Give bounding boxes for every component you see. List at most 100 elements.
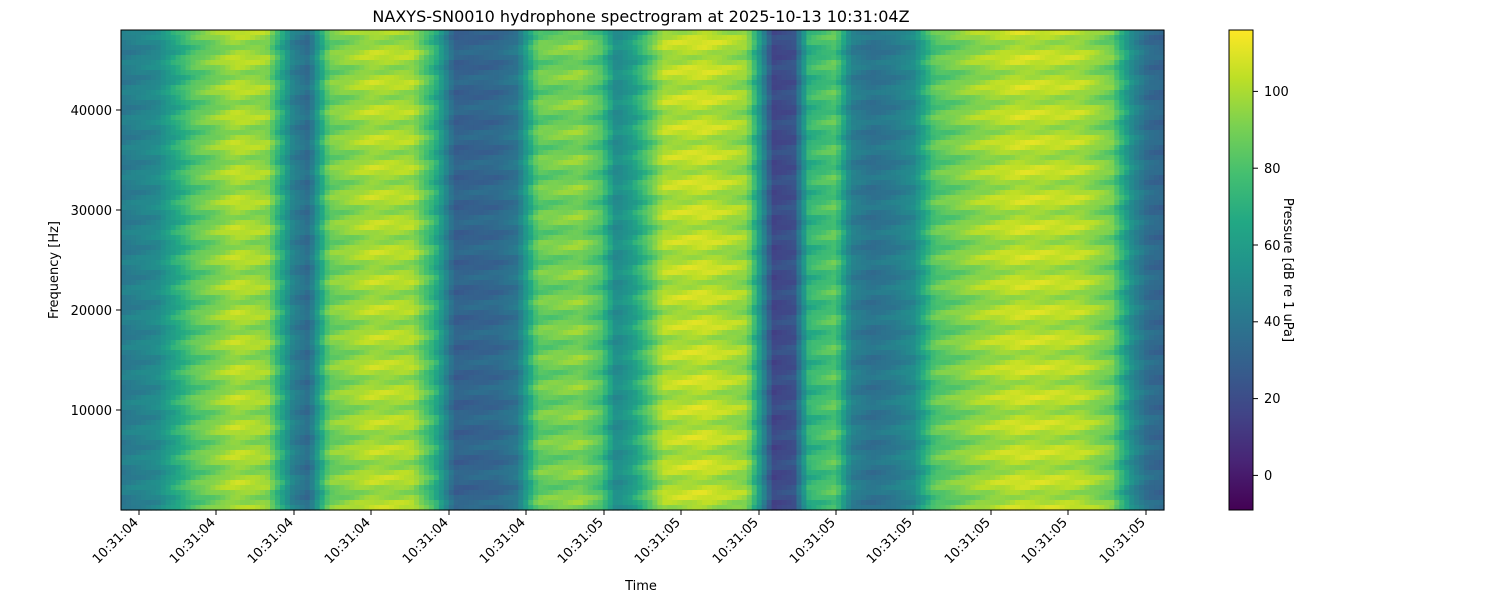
heatmap-cell bbox=[136, 40, 142, 46]
heatmap-cell bbox=[181, 395, 187, 401]
heatmap-cell bbox=[131, 180, 137, 186]
heatmap-cell bbox=[364, 190, 370, 196]
heatmap-cell bbox=[186, 105, 192, 111]
heatmap-cell bbox=[146, 235, 152, 241]
heatmap-cell bbox=[191, 310, 197, 316]
heatmap-cell bbox=[126, 340, 132, 346]
heatmap-cell bbox=[359, 330, 365, 336]
heatmap-cell bbox=[340, 410, 346, 416]
heatmap-cell bbox=[171, 495, 177, 501]
heatmap-cell bbox=[320, 435, 326, 441]
heatmap-cell bbox=[354, 160, 360, 166]
heatmap-cell bbox=[265, 200, 271, 206]
heatmap-cell bbox=[330, 70, 336, 76]
heatmap-cell bbox=[295, 265, 301, 271]
heatmap-cell bbox=[260, 150, 266, 156]
heatmap-cell bbox=[200, 260, 206, 266]
heatmap-cell bbox=[374, 225, 380, 231]
heatmap-cell bbox=[349, 240, 355, 246]
heatmap-cell bbox=[305, 185, 311, 191]
heatmap-cell bbox=[121, 305, 127, 311]
heatmap-cell bbox=[181, 465, 187, 471]
heatmap-cell bbox=[240, 160, 246, 166]
heatmap-cell bbox=[196, 245, 202, 251]
heatmap-cell bbox=[230, 210, 236, 216]
heatmap-cell bbox=[280, 330, 286, 336]
heatmap-cell bbox=[290, 160, 296, 166]
heatmap-cell bbox=[151, 355, 157, 361]
heatmap-cell bbox=[280, 240, 286, 246]
heatmap-cell bbox=[335, 170, 341, 176]
heatmap-cell bbox=[225, 250, 231, 256]
heatmap-cell bbox=[354, 410, 360, 416]
heatmap-cell bbox=[235, 245, 241, 251]
heatmap-cell bbox=[290, 195, 296, 201]
heatmap-cell bbox=[305, 150, 311, 156]
heatmap-cell bbox=[349, 500, 355, 506]
heatmap-cell bbox=[280, 295, 286, 301]
heatmap-cell bbox=[146, 390, 152, 396]
heatmap-cell bbox=[285, 115, 291, 121]
heatmap-cell bbox=[245, 405, 251, 411]
heatmap-cell bbox=[354, 400, 360, 406]
heatmap-cell bbox=[245, 220, 251, 226]
heatmap-cell bbox=[315, 465, 321, 471]
heatmap-cell bbox=[210, 220, 216, 226]
heatmap-cell bbox=[146, 155, 152, 161]
heatmap-cell bbox=[126, 30, 132, 36]
heatmap-cell bbox=[225, 270, 231, 276]
heatmap-cell bbox=[310, 495, 316, 501]
heatmap-cell bbox=[151, 340, 157, 346]
heatmap-cell bbox=[131, 260, 137, 266]
heatmap-cell bbox=[285, 425, 291, 431]
heatmap-cell bbox=[141, 145, 147, 151]
heatmap-cell bbox=[235, 60, 241, 66]
heatmap-cell bbox=[315, 260, 321, 266]
heatmap-cell bbox=[215, 105, 221, 111]
heatmap-cell bbox=[320, 425, 326, 431]
heatmap-cell bbox=[151, 175, 157, 181]
heatmap-cell bbox=[200, 55, 206, 61]
heatmap-cell bbox=[200, 65, 206, 71]
heatmap-cell bbox=[220, 230, 226, 236]
heatmap-cell bbox=[186, 485, 192, 491]
heatmap-cell bbox=[245, 40, 251, 46]
heatmap-cell bbox=[295, 420, 301, 426]
heatmap-cell bbox=[186, 405, 192, 411]
heatmap-cell bbox=[146, 205, 152, 211]
heatmap-cell bbox=[335, 290, 341, 296]
heatmap-cell bbox=[315, 375, 321, 381]
heatmap-cell bbox=[245, 425, 251, 431]
heatmap-cell bbox=[255, 405, 261, 411]
heatmap-cell bbox=[151, 80, 157, 86]
heatmap-cell bbox=[325, 220, 331, 226]
heatmap-cell bbox=[345, 490, 351, 496]
heatmap-cell bbox=[280, 395, 286, 401]
heatmap-cell bbox=[196, 40, 202, 46]
heatmap-cell bbox=[121, 275, 127, 281]
heatmap-cell bbox=[240, 395, 246, 401]
heatmap-cell bbox=[285, 485, 291, 491]
heatmap-cell bbox=[295, 475, 301, 481]
heatmap-cell bbox=[300, 145, 306, 151]
heatmap-cell bbox=[295, 445, 301, 451]
heatmap-cell bbox=[374, 130, 380, 136]
heatmap-cell bbox=[240, 410, 246, 416]
heatmap-cell bbox=[270, 300, 276, 306]
heatmap-cell bbox=[374, 315, 380, 321]
heatmap-cell bbox=[369, 340, 375, 346]
heatmap-cell bbox=[359, 150, 365, 156]
heatmap-cell bbox=[340, 175, 346, 181]
heatmap-cell bbox=[136, 320, 142, 326]
heatmap-cell bbox=[196, 160, 202, 166]
heatmap-cell bbox=[161, 295, 167, 301]
heatmap-cell bbox=[136, 130, 142, 136]
heatmap-cell bbox=[330, 165, 336, 171]
heatmap-cell bbox=[260, 500, 266, 506]
heatmap-cell bbox=[126, 425, 132, 431]
heatmap-cell bbox=[151, 50, 157, 56]
heatmap-cell bbox=[200, 255, 206, 261]
heatmap-cell bbox=[369, 210, 375, 216]
heatmap-cell bbox=[225, 475, 231, 481]
heatmap-cell bbox=[310, 220, 316, 226]
